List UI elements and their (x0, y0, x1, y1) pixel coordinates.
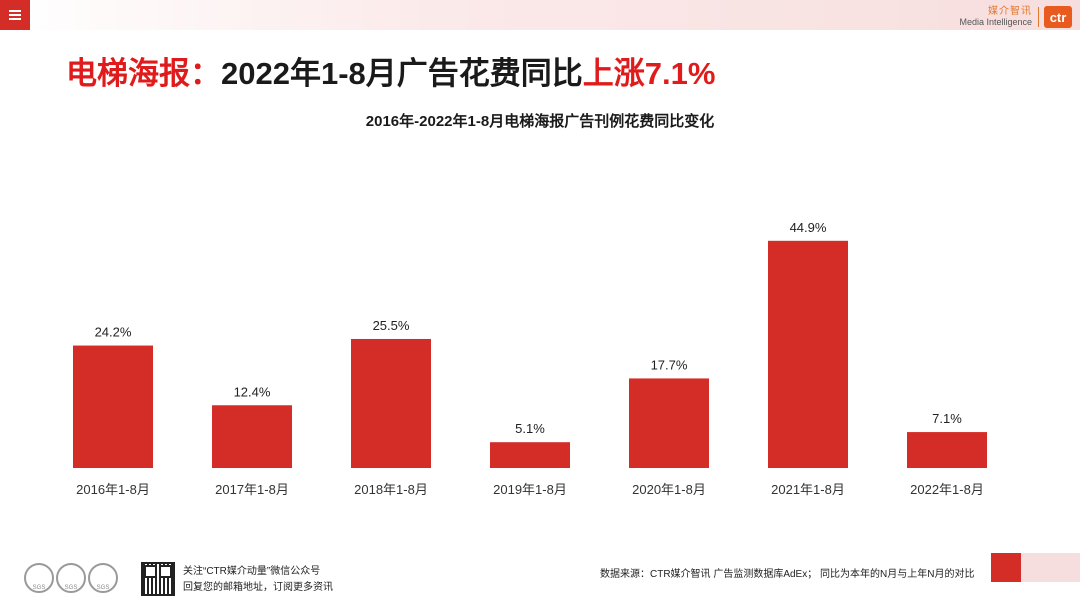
logo-mark: ctr (1044, 6, 1072, 28)
hamburger-menu-icon[interactable] (0, 0, 30, 30)
headline-period: 2022年1-8月广告花费同比 (221, 56, 583, 91)
footer-reply-line: 回复您的邮箱地址，订阅更多资讯 (183, 582, 333, 593)
logo-en-text: Media Intelligence (959, 17, 1032, 27)
top-bar (0, 0, 1080, 30)
sgs-badge-icon: SGS (56, 563, 86, 593)
logo-cn-text: 媒介智讯 (988, 6, 1032, 17)
qr-code-icon (141, 562, 175, 596)
bar-5 (629, 378, 709, 468)
footer-subscribe: 关注“CTR媒介动量”微信公众号 回复您的邮箱地址，订阅更多资讯 (183, 564, 333, 596)
data-source-note: 数据来源：CTR媒介智讯 广告监测数据库AdEx； 同比为本年的N月与上年N月的… (600, 569, 975, 580)
certification-badges: SGS SGS SGS (24, 563, 120, 593)
ctr-logo: 媒介智讯 Media Intelligence ctr (959, 4, 1072, 30)
data-label: 24.2% (95, 325, 132, 340)
page-headline: 电梯海报：2022年1-8月广告花费同比上涨7.1% (66, 48, 715, 93)
x-tick-label: 2022年1-8月 (910, 482, 984, 497)
sgs-badge-icon: SGS (88, 563, 118, 593)
headline-topic: 电梯海报： (66, 56, 221, 91)
footer-pink-block (1021, 553, 1080, 582)
headline-change: 上涨7.1% (582, 56, 716, 91)
data-label: 12.4% (234, 384, 271, 399)
bar-chart: 24.2% 2016年1-8月 12.4% 2017年1-8月 25.5% 2018年1-… (73, 220, 987, 497)
x-tick-label: 2018年1-8月 (354, 482, 428, 497)
data-label: 5.1% (515, 421, 545, 436)
data-label: 17.7% (651, 357, 688, 372)
x-tick-label: 2020年1-8月 (632, 482, 706, 497)
bar-2 (212, 405, 292, 468)
footer-follow-line: 关注“CTR媒介动量”微信公众号 (183, 566, 321, 577)
data-label: 7.1% (932, 411, 962, 426)
bar-6 (768, 240, 848, 468)
x-tick-label: 2016年1-8月 (76, 482, 150, 497)
x-tick-label: 2019年1-8月 (493, 482, 567, 497)
data-label: 44.9% (790, 220, 827, 235)
footer-red-block (991, 553, 1021, 582)
bar-1 (73, 345, 153, 468)
bar-4 (490, 442, 570, 468)
bar-7 (907, 432, 987, 468)
data-label: 25.5% (373, 318, 410, 333)
bar-3 (351, 338, 431, 468)
x-tick-label: 2021年1-8月 (771, 482, 845, 497)
chart-title: 2016年-2022年1-8月电梯海报广告刊例花费同比变化 (365, 113, 715, 130)
sgs-badge-icon: SGS (24, 563, 54, 593)
logo-separator (1038, 7, 1039, 27)
x-tick-label: 2017年1-8月 (215, 482, 289, 497)
